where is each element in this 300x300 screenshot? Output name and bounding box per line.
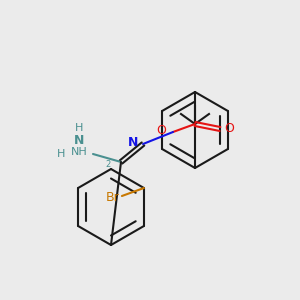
Text: NH: NH — [71, 147, 88, 157]
Text: H: H — [75, 123, 83, 133]
Text: N: N — [128, 136, 138, 148]
Text: Br: Br — [106, 191, 120, 205]
Text: H: H — [57, 149, 65, 159]
Text: 2: 2 — [105, 160, 110, 169]
Text: O: O — [156, 124, 166, 136]
Text: N: N — [74, 134, 84, 146]
Text: O: O — [224, 122, 234, 136]
